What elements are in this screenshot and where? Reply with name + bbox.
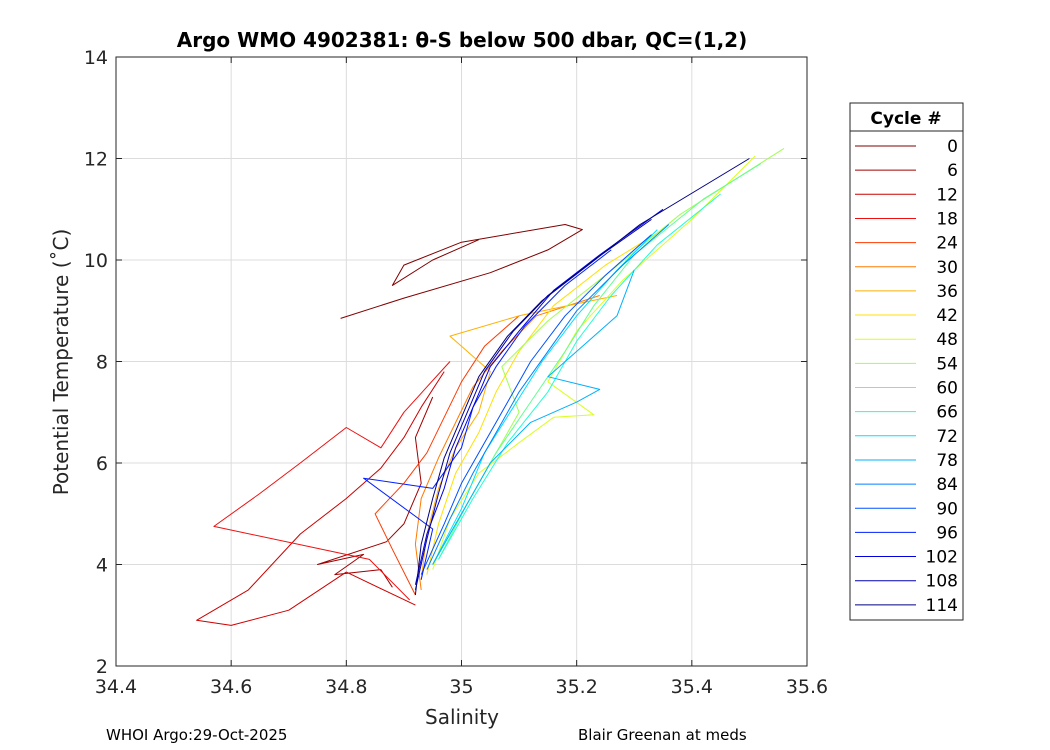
series-line-cycle-84 bbox=[426, 224, 670, 570]
legend-title: Cycle # bbox=[870, 109, 941, 129]
legend-label: 6 bbox=[947, 161, 958, 181]
series-line-cycle-90 bbox=[420, 234, 652, 575]
series-line-cycle-102 bbox=[414, 208, 664, 585]
series-line-cycle-78 bbox=[432, 269, 635, 565]
legend-label: 96 bbox=[936, 523, 958, 543]
x-tick-label: 34.8 bbox=[325, 676, 367, 698]
footer-right-text: Blair Greenan at meds bbox=[578, 726, 747, 744]
legend-label: 90 bbox=[936, 499, 958, 519]
legend-label: 12 bbox=[936, 185, 958, 205]
series-line-cycle-48 bbox=[432, 155, 756, 570]
ticks: 34.4 34.6 34.8 35 35.2 35.4 35.6 2 4 6 8 10 12 14 bbox=[84, 47, 828, 698]
chart-title: Argo WMO 4902381: θ-S below 500 dbar, QC… bbox=[177, 28, 747, 52]
y-tick-label: 6 bbox=[96, 453, 108, 475]
x-axis-label: Salinity bbox=[425, 705, 499, 729]
x-tick-label: 35.6 bbox=[786, 676, 828, 698]
series-line-cycle-12 bbox=[196, 371, 445, 626]
y-tick-label: 2 bbox=[96, 656, 108, 678]
legend-label: 48 bbox=[936, 330, 958, 350]
legend-box bbox=[849, 102, 964, 621]
legend-label: 24 bbox=[936, 234, 958, 254]
legend-label: 36 bbox=[936, 282, 958, 302]
legend-label: 114 bbox=[926, 596, 958, 616]
legend-items: 0 6 12 18 24 30 36 42 48 54 60 66 72 78 84 90 96 102 108 11… bbox=[855, 137, 958, 616]
legend: Cycle # 0 6 12 18 24 30 36 42 48 54 60 66 72 78 84 90 96… bbox=[849, 102, 964, 621]
series-line-cycle-66 bbox=[438, 193, 721, 560]
series-line-cycle-42 bbox=[426, 229, 664, 575]
x-tick-label: 34.6 bbox=[210, 676, 252, 698]
series-line-cycle-6 bbox=[317, 396, 434, 588]
legend-label: 102 bbox=[926, 548, 958, 568]
legend-label: 30 bbox=[936, 258, 958, 278]
y-tick-label: 8 bbox=[96, 352, 108, 374]
series-line-cycle-0 bbox=[340, 224, 583, 319]
x-tick-label: 35.4 bbox=[671, 676, 713, 698]
x-tick-label: 35 bbox=[449, 676, 473, 698]
y-tick-label: 4 bbox=[96, 555, 108, 577]
series-line-cycle-18 bbox=[213, 361, 451, 601]
y-tick-label: 14 bbox=[84, 47, 108, 69]
series-group bbox=[196, 147, 785, 626]
y-tick-label: 12 bbox=[84, 149, 108, 171]
legend-label: 42 bbox=[936, 306, 958, 326]
y-axis-label: Potential Temperature (˚C) bbox=[49, 229, 73, 496]
series-line-cycle-114 bbox=[414, 158, 750, 596]
series-line-cycle-36 bbox=[420, 295, 618, 580]
plot-area: 34.4 34.6 34.8 35 35.2 35.4 35.6 2 4 6 8 10 12 14 bbox=[84, 47, 828, 698]
legend-label: 66 bbox=[936, 403, 958, 423]
footer-left-text: WHOI Argo:29-Oct-2025 bbox=[106, 726, 288, 744]
legend-label: 54 bbox=[936, 354, 958, 374]
series-line-cycle-30 bbox=[414, 295, 600, 590]
series-line-cycle-24 bbox=[374, 315, 520, 596]
series-line-cycle-108 bbox=[414, 218, 652, 591]
legend-label: 72 bbox=[936, 427, 958, 447]
legend-label: 84 bbox=[936, 475, 958, 495]
legend-label: 18 bbox=[936, 209, 958, 229]
x-tick-label: 34.4 bbox=[95, 676, 137, 698]
legend-label: 108 bbox=[926, 572, 958, 592]
series-line-cycle-96 bbox=[363, 249, 612, 580]
legend-label: 60 bbox=[936, 379, 958, 399]
y-tick-label: 10 bbox=[84, 250, 108, 272]
legend-label: 0 bbox=[947, 137, 958, 157]
x-tick-label: 35.2 bbox=[556, 676, 598, 698]
legend-label: 78 bbox=[936, 451, 958, 471]
